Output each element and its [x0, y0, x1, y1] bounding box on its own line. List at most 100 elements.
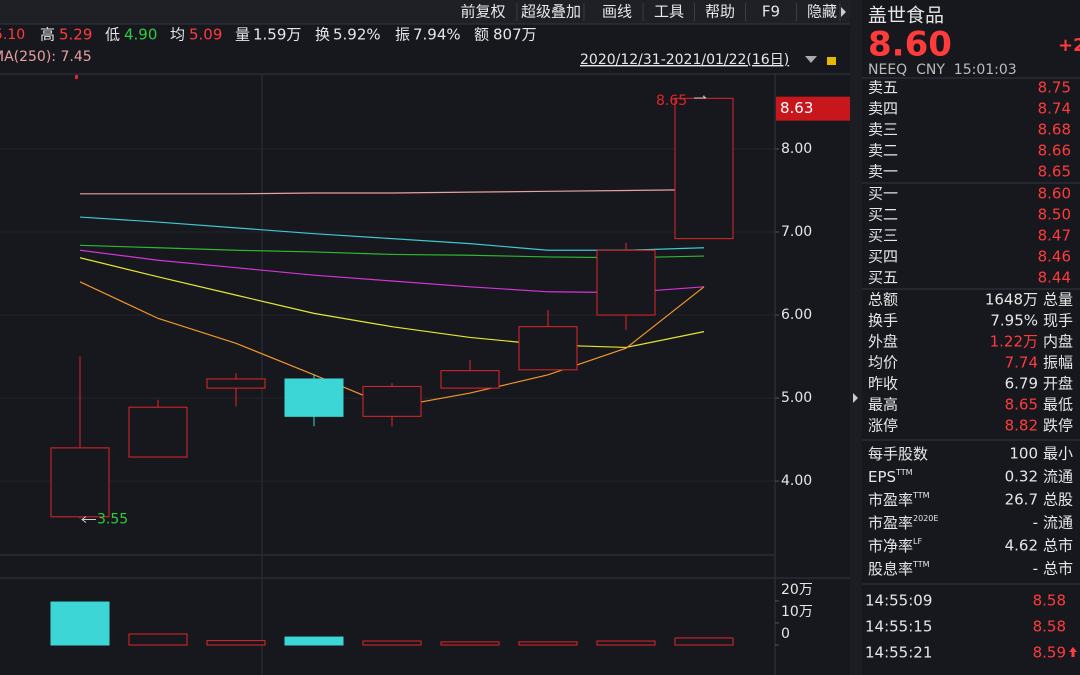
ob-label: 卖二 — [868, 142, 898, 160]
ob-label: 卖五 — [868, 79, 898, 97]
quote-label: 量 — [235, 26, 250, 44]
fund-label-sup: TTM — [895, 468, 913, 477]
fund-label-text: 市盈率 — [868, 514, 913, 532]
date-range[interactable]: 2020/12/31-2021/01/22(16日) — [580, 52, 789, 68]
dropdown-arrow[interactable] — [805, 56, 817, 63]
stat-label: 昨收 — [868, 375, 898, 393]
ob-price: 8.47 — [1038, 227, 1071, 245]
fund-label: 市盈率2020E — [868, 514, 938, 532]
candle-body — [362, 385, 422, 417]
trade-time: 14:55:15 — [865, 618, 932, 636]
stock-price: 8.60 — [868, 25, 952, 65]
vol-tick-label: 0 — [781, 626, 790, 642]
fund-right-label: 总股 — [1043, 491, 1073, 509]
lock-icon[interactable] — [827, 57, 836, 65]
stat-value: 8.82 — [1005, 417, 1038, 435]
ob-label: 卖一 — [868, 163, 898, 181]
ob-price: 8.75 — [1038, 79, 1071, 97]
volume-bar — [50, 601, 110, 646]
fund-value: 4.62 — [1005, 537, 1038, 555]
toolbar-button[interactable]: 画线 — [602, 3, 632, 21]
stat-right-label: 总量 — [1043, 291, 1073, 309]
toolbar-arrow[interactable] — [841, 7, 846, 17]
high-label: 8.65 — [656, 93, 687, 109]
volume-bar — [596, 640, 656, 646]
trade-time: 14:55:09 — [865, 592, 932, 610]
stat-right-label: 开盘 — [1043, 375, 1073, 393]
toolbar-button[interactable]: 超级叠加 — [521, 3, 581, 21]
toolbar-button[interactable]: 隐藏 — [807, 3, 837, 21]
y-tick-label: 5.00 — [781, 390, 812, 406]
candle-body — [206, 378, 266, 389]
low-label: 3.55 — [97, 511, 128, 527]
splitter[interactable] — [850, 0, 862, 675]
toolbar-button[interactable]: 工具 — [654, 3, 684, 21]
y-tick-label: 4.00 — [781, 473, 812, 489]
stat-right-label: 振幅 — [1043, 354, 1073, 372]
fund-label-text: 每手股数 — [868, 445, 928, 463]
candle-body — [440, 370, 500, 389]
fund-label-text: 股息率 — [868, 560, 913, 578]
fund-value: - — [1033, 560, 1038, 578]
fund-label-text: 市盈率 — [868, 491, 913, 509]
ob-label: 卖三 — [868, 121, 898, 139]
toolbar-button[interactable]: 帮助 — [705, 3, 735, 21]
fund-value: 26.7 — [1005, 491, 1038, 509]
candle-body — [284, 378, 344, 417]
fund-right-label: 流通 — [1043, 468, 1073, 486]
quote-label: 换 — [315, 26, 330, 44]
fund-value: 0.32 — [1005, 468, 1038, 486]
ob-price: 8.66 — [1038, 142, 1071, 160]
volume-bar — [518, 641, 578, 646]
ob-price: 8.60 — [1038, 185, 1071, 203]
quote-value: 807万 — [493, 26, 537, 44]
ob-label: 买一 — [868, 185, 898, 203]
fund-label: EPSTTM — [868, 468, 913, 486]
quote-value: 5.09 — [189, 26, 222, 44]
y-tick-label: 6.00 — [781, 307, 812, 323]
fund-right-label: 最小 — [1043, 445, 1073, 463]
fund-right-label: 总市 — [1043, 537, 1073, 555]
candle-body — [128, 406, 188, 458]
vol-tick-label: 10万 — [781, 604, 813, 620]
stat-value: 1648万 — [985, 291, 1038, 309]
ob-price: 8.44 — [1038, 269, 1071, 287]
volume-bar — [362, 640, 422, 646]
last-price-tag — [776, 96, 850, 121]
ma-label: MA(250): 7.45 — [0, 49, 92, 65]
stat-label: 均价 — [868, 354, 898, 372]
fund-right-label: 流通 — [1043, 514, 1073, 532]
ma-line — [79, 257, 705, 349]
quote-label: 低 — [105, 26, 120, 44]
fund-label-text: 市净率 — [868, 537, 913, 555]
up-arrow — [1069, 647, 1077, 657]
stat-right-label: 最低 — [1043, 396, 1073, 414]
y-tick-label: 7.00 — [781, 224, 812, 240]
fund-label-sup: TTM — [912, 491, 930, 500]
fund-label: 市净率LF — [868, 537, 922, 555]
quote-label: 振 — [395, 26, 410, 44]
quote-label: 均 — [170, 26, 185, 44]
quote-value: 5.92% — [333, 26, 381, 44]
collapse-arrow[interactable] — [853, 393, 858, 403]
stat-label: 总额 — [868, 291, 898, 309]
fund-label-text: EPS — [868, 468, 896, 486]
volume-bar — [284, 636, 344, 646]
stat-right-label: 内盘 — [1043, 333, 1073, 351]
right-panel: 盖世食品 8.60 +2 NEEQ CNY 15:01:03 卖五 8.75 卖四 8… — [862, 5, 1080, 662]
stat-right-label: 现手 — [1043, 312, 1073, 330]
quote-first: 5.10 — [0, 27, 25, 43]
ob-label: 买三 — [868, 227, 898, 245]
ob-price: 8.65 — [1038, 163, 1071, 181]
ob-label: 买四 — [868, 248, 898, 266]
marker — [75, 75, 78, 79]
toolbar-button[interactable]: F9 — [762, 3, 780, 21]
fund-label: 每手股数 — [868, 445, 928, 463]
toolbar-button[interactable]: 前复权 — [460, 3, 505, 21]
fund-label-sup: LF — [913, 537, 922, 546]
fund-label: 股息率TTM — [868, 560, 930, 578]
candle-body — [674, 97, 734, 240]
ob-label: 买五 — [868, 269, 898, 287]
stat-label: 换手 — [868, 312, 898, 330]
